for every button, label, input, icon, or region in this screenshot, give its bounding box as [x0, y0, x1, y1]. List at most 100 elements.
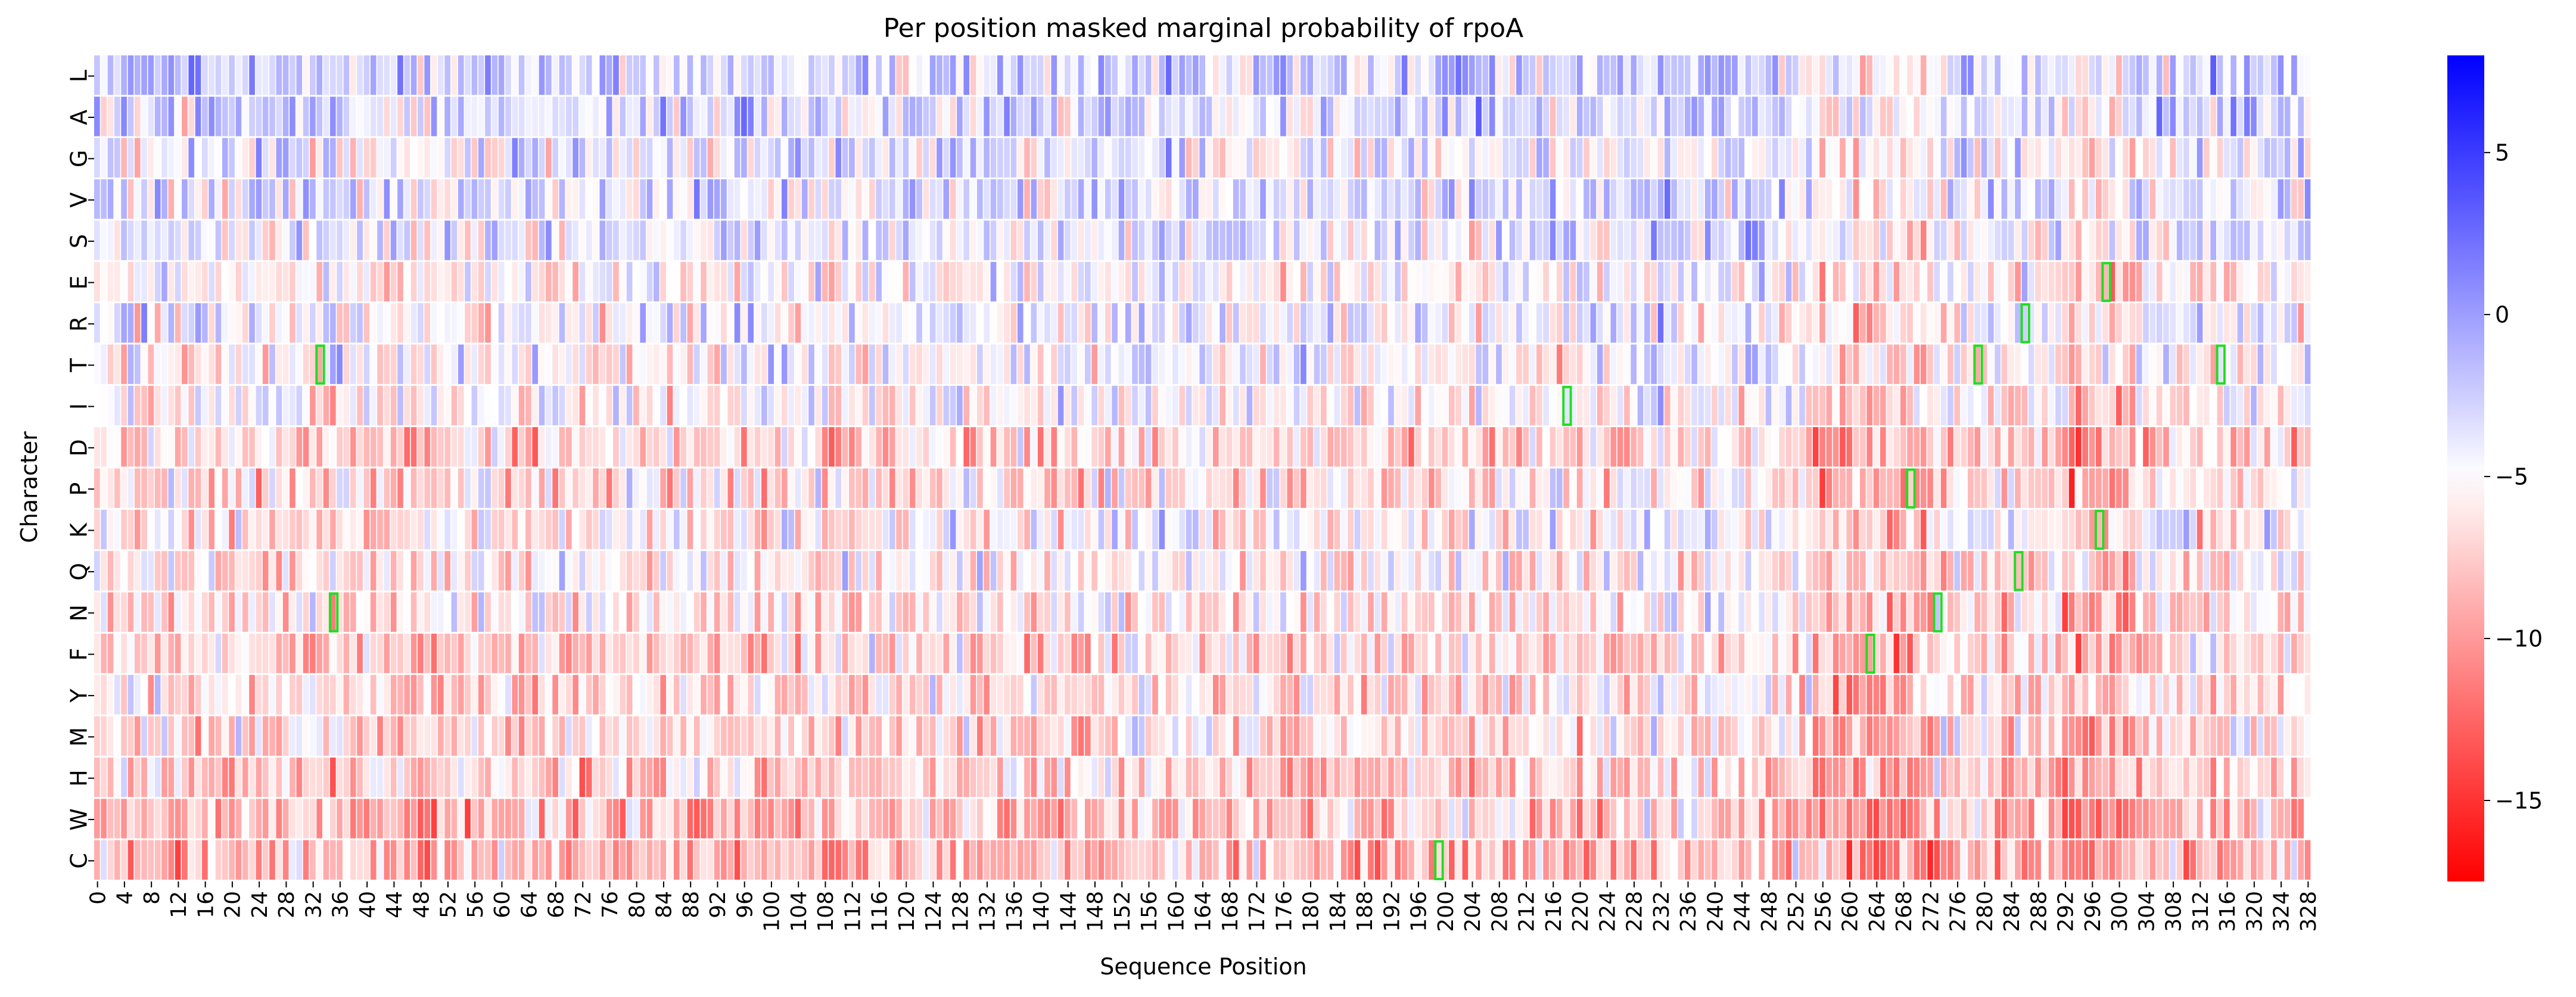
heatmap-cell: [1044, 385, 1050, 426]
heatmap-cell: [1651, 509, 1657, 550]
heatmap-cell: [1644, 592, 1650, 632]
heatmap-cell: [1320, 55, 1327, 95]
heatmap-cell: [195, 96, 201, 136]
heatmap-cell: [1226, 468, 1233, 508]
heatmap-cell: [485, 633, 491, 674]
heatmap-cell: [1354, 633, 1361, 674]
heatmap-cell: [1576, 633, 1583, 674]
heatmap-cell: [1354, 385, 1361, 426]
heatmap-cell: [1415, 509, 1421, 550]
heatmap-cell: [1496, 468, 1502, 508]
heatmap-cell: [1664, 179, 1670, 219]
heatmap-cell: [1435, 303, 1442, 343]
heatmap-cell: [1664, 55, 1670, 95]
heatmap-cell: [1226, 179, 1233, 219]
heatmap-cell: [1078, 675, 1084, 715]
heatmap-cell: [707, 96, 714, 136]
heatmap-cell: [916, 96, 922, 136]
heatmap-cell: [1374, 799, 1381, 839]
heatmap-cell: [114, 138, 120, 178]
heatmap-cell: [262, 551, 269, 591]
heatmap-cell: [801, 633, 808, 674]
heatmap-cell: [1112, 55, 1118, 95]
heatmap-cell: [1010, 303, 1017, 343]
heatmap-cell: [1563, 427, 1569, 467]
heatmap-cell: [282, 179, 289, 219]
heatmap-cell: [195, 55, 201, 95]
heatmap-cell: [1152, 427, 1158, 467]
heatmap-cell: [1246, 344, 1253, 384]
heatmap-cell: [370, 799, 377, 839]
heatmap-cell: [1024, 799, 1030, 839]
heatmap-cell: [1448, 261, 1455, 302]
heatmap-cell: [1287, 633, 1293, 674]
heatmap-cell: [1408, 633, 1414, 674]
heatmap-cell: [323, 96, 329, 136]
heatmap-cell: [1206, 675, 1212, 715]
heatmap-cell: [1624, 261, 1630, 302]
heatmap-cell: [660, 427, 667, 467]
heatmap-cell: [303, 468, 309, 508]
heatmap-cell: [418, 96, 424, 136]
heatmap-cell: [1320, 675, 1327, 715]
heatmap-cell: [950, 179, 956, 219]
heatmap-cell: [1718, 675, 1725, 715]
heatmap-cell: [1395, 138, 1401, 178]
heatmap-cell: [565, 385, 572, 426]
heatmap-cell: [1725, 96, 1731, 136]
heatmap-cell: [1529, 179, 1536, 219]
heatmap-cell: [862, 840, 869, 880]
heatmap-cell: [505, 799, 511, 839]
heatmap-cell: [1704, 675, 1711, 715]
heatmap-cell: [1576, 179, 1583, 219]
heatmap-cell: [235, 427, 242, 467]
heatmap-cell: [424, 138, 431, 178]
heatmap-cell: [323, 840, 329, 880]
heatmap-cell: [202, 468, 208, 508]
heatmap-cell: [573, 757, 578, 797]
heatmap-cell: [1024, 757, 1030, 797]
heatmap-cell: [754, 551, 761, 591]
heatmap-cell: [424, 509, 431, 550]
heatmap-cell: [1118, 179, 1125, 219]
heatmap-cell: [1657, 551, 1664, 591]
heatmap-cell: [646, 716, 653, 756]
heatmap-cell: [1529, 261, 1536, 302]
heatmap-cell: [586, 716, 592, 756]
heatmap-cell: [1246, 96, 1253, 136]
heatmap-cell: [1260, 179, 1266, 219]
heatmap-cell: [1212, 261, 1219, 302]
heatmap-cell: [1523, 468, 1529, 508]
heatmap-cell: [984, 179, 990, 219]
heatmap-cell: [1401, 551, 1408, 591]
heatmap-cell: [1435, 344, 1442, 384]
heatmap-cell: [822, 675, 828, 715]
heatmap-cell: [121, 96, 127, 136]
heatmap-cell: [148, 385, 154, 426]
heatmap-cell: [701, 220, 707, 260]
heatmap-cell: [424, 261, 431, 302]
heatmap-cell: [1051, 716, 1057, 756]
heatmap-cell: [1408, 757, 1414, 797]
heatmap-cell: [734, 468, 741, 508]
heatmap-cell: [1280, 96, 1286, 136]
heatmap-cell: [748, 261, 754, 302]
heatmap-cell: [512, 344, 518, 384]
heatmap-cell: [242, 675, 248, 715]
heatmap-cell: [1037, 138, 1044, 178]
heatmap-cell: [1159, 509, 1165, 550]
heatmap-cell: [876, 303, 882, 343]
heatmap-cell: [1523, 799, 1529, 839]
heatmap-cell: [397, 716, 403, 756]
heatmap-cell: [1476, 179, 1482, 219]
heatmap-cell: [310, 592, 316, 632]
heatmap-cell: [923, 840, 929, 880]
heatmap-cell: [687, 96, 693, 136]
heatmap-cell: [1536, 344, 1542, 384]
heatmap-cell: [565, 840, 572, 880]
heatmap-cell: [1421, 840, 1428, 880]
heatmap-cell: [1678, 138, 1684, 178]
heatmap-cell: [970, 468, 976, 508]
heatmap-cell: [1186, 757, 1192, 797]
heatmap-cell: [687, 799, 693, 839]
